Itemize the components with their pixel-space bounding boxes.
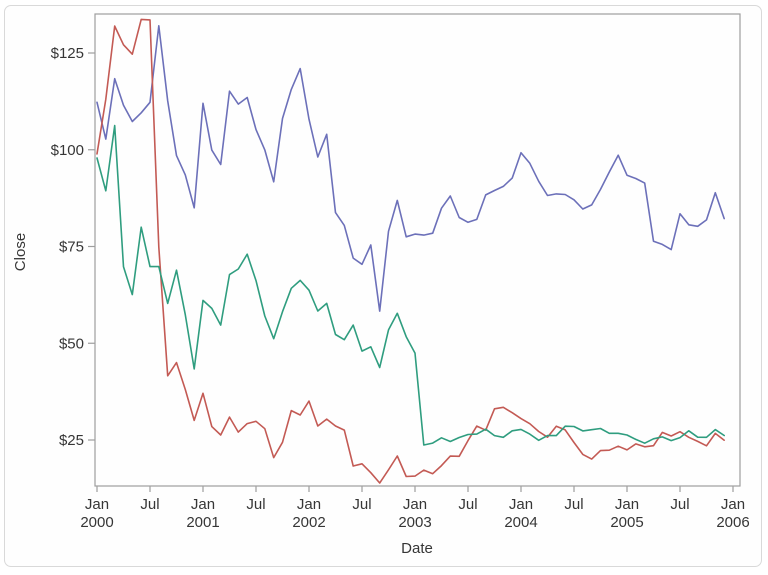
line-series-green bbox=[96, 124, 726, 446]
x-tick-label: Jan bbox=[509, 496, 533, 513]
line-series-red bbox=[96, 18, 726, 484]
x-tick-year-label: 2000 bbox=[80, 514, 113, 531]
x-axis-title: Date bbox=[401, 540, 433, 557]
line-series-blue bbox=[96, 24, 726, 312]
x-tick-label: Jan bbox=[721, 496, 745, 513]
x-tick-label: Jul bbox=[246, 496, 265, 513]
x-tick-year-label: 2001 bbox=[186, 514, 219, 531]
x-tick-label: Jul bbox=[140, 496, 159, 513]
plot-frame bbox=[94, 13, 741, 487]
x-tick-year-label: 2002 bbox=[292, 514, 325, 531]
x-tick-label: Jul bbox=[670, 496, 689, 513]
x-tick-label: Jul bbox=[352, 496, 371, 513]
x-tick-label: Jan bbox=[297, 496, 321, 513]
x-tick-label: Jan bbox=[191, 496, 215, 513]
plot-frame-group bbox=[94, 13, 741, 487]
y-tick-label: $125 bbox=[51, 45, 84, 62]
x-tick-year-label: 2006 bbox=[716, 514, 749, 531]
x-tick-label: Jan bbox=[615, 496, 639, 513]
axis-ticks-group bbox=[88, 52, 734, 492]
y-axis-title: Close bbox=[12, 233, 29, 271]
x-tick-year-label: 2005 bbox=[610, 514, 643, 531]
series-lines-group bbox=[96, 18, 726, 484]
x-tick-label: Jul bbox=[564, 496, 583, 513]
x-tick-year-label: 2004 bbox=[504, 514, 537, 531]
x-tick-label: Jan bbox=[403, 496, 427, 513]
x-tick-label: Jul bbox=[458, 496, 477, 513]
y-tick-label: $50 bbox=[59, 335, 84, 352]
y-tick-label: $100 bbox=[51, 142, 84, 159]
x-tick-year-label: 2003 bbox=[398, 514, 431, 531]
x-tick-label: Jan bbox=[85, 496, 109, 513]
y-tick-label: $25 bbox=[59, 432, 84, 449]
y-tick-label: $75 bbox=[59, 239, 84, 256]
